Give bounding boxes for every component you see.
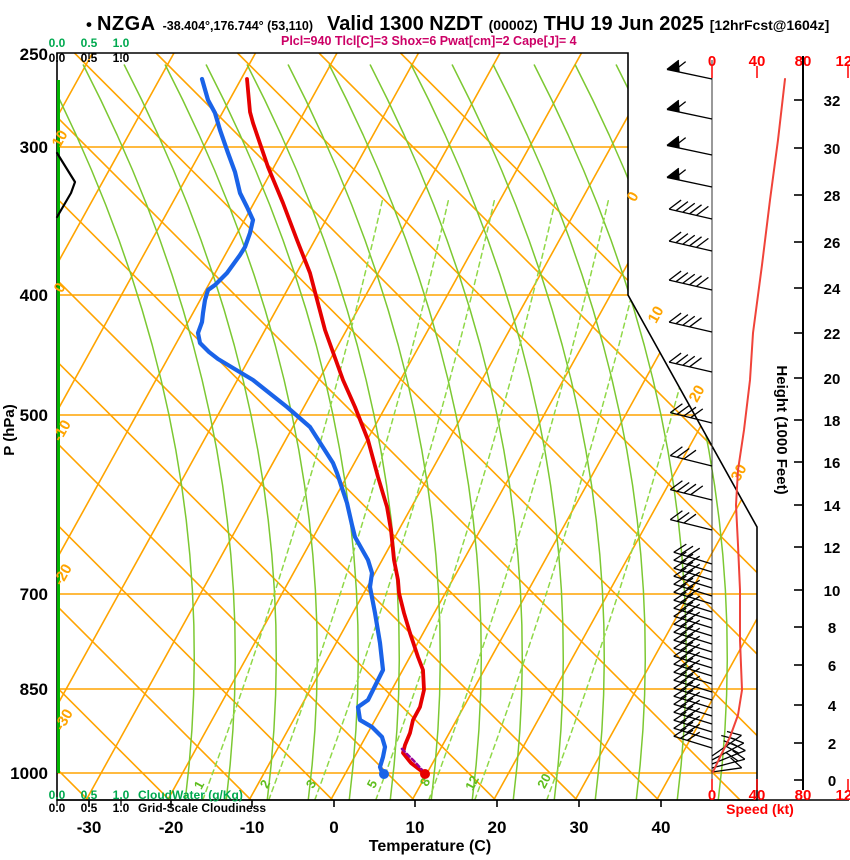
speed-axis: 0040408080120120Speed (kt) [708, 53, 850, 817]
svg-text:0.0: 0.0 [49, 36, 66, 50]
forecast-run-info: [12hrFcst@1604z] [709, 17, 830, 33]
svg-text:-20: -20 [159, 818, 184, 837]
svg-text:20: 20 [534, 771, 554, 791]
svg-text:10: 10 [824, 583, 841, 600]
svg-text:4: 4 [828, 698, 837, 715]
svg-text:26: 26 [824, 235, 841, 252]
svg-text:1.0: 1.0 [113, 801, 130, 815]
svg-text:-20: -20 [50, 561, 75, 588]
svg-text:20: 20 [686, 382, 709, 405]
svg-text:0: 0 [708, 787, 716, 804]
svg-text:32: 32 [824, 93, 841, 110]
svg-text:Height (1000 Feet): Height (1000 Feet) [773, 365, 790, 494]
svg-text:-30: -30 [77, 818, 102, 837]
svg-text:250: 250 [20, 45, 48, 64]
svg-text:20: 20 [488, 818, 507, 837]
svg-text:8: 8 [828, 620, 836, 637]
svg-text:700: 700 [20, 585, 48, 604]
svg-text:CloudWater (g/Kg): CloudWater (g/Kg) [138, 788, 243, 802]
svg-text:0.5: 0.5 [81, 788, 98, 802]
valid-date: THU 19 Jun 2025 [543, 13, 704, 35]
svg-text:22: 22 [824, 326, 841, 343]
svg-text:500: 500 [20, 406, 48, 425]
svg-text:24: 24 [824, 281, 841, 298]
svg-text:120: 120 [835, 53, 850, 70]
svg-text:40: 40 [652, 818, 671, 837]
svg-text:16: 16 [824, 455, 841, 472]
svg-text:0.5: 0.5 [81, 51, 98, 65]
svg-text:30: 30 [824, 141, 841, 158]
svg-text:0.0: 0.0 [49, 788, 66, 802]
svg-text:18: 18 [824, 413, 841, 430]
svg-text:14: 14 [824, 498, 841, 515]
wind-barb-panel [666, 59, 786, 788]
svg-text:28: 28 [824, 188, 841, 205]
pressure-axis: 250 300 400 500 700 850 1000 P (hPa) [1, 45, 48, 783]
svg-text:Temperature (C): Temperature (C) [369, 838, 491, 855]
svg-text:0: 0 [624, 189, 643, 205]
title-bar: • NZGA -38.404°,176.744° (53,110) Valid … [86, 13, 846, 36]
station-id: NZGA [96, 13, 156, 35]
svg-text:1000: 1000 [10, 764, 48, 783]
svg-text:0: 0 [708, 53, 716, 70]
temperature-axis: -30 -20 -10 0 10 20 30 40 Temperature (C) [77, 800, 671, 855]
svg-text:10: 10 [645, 303, 668, 326]
svg-text:1.0: 1.0 [113, 788, 130, 802]
svg-text:80: 80 [795, 787, 812, 804]
svg-text:10: 10 [406, 818, 425, 837]
svg-text:40: 40 [749, 53, 766, 70]
svg-text:6: 6 [828, 658, 836, 675]
svg-text:20: 20 [824, 371, 841, 388]
svg-text:-10: -10 [49, 417, 74, 444]
svg-text:0: 0 [329, 818, 338, 837]
svg-text:12: 12 [462, 773, 482, 793]
plot-frame [56, 52, 849, 801]
svg-text:12: 12 [824, 540, 841, 557]
svg-text:300: 300 [20, 138, 48, 157]
svg-text:400: 400 [20, 286, 48, 305]
svg-text:2: 2 [257, 777, 274, 790]
svg-text:10: 10 [49, 127, 72, 150]
svg-text:1.0: 1.0 [113, 36, 130, 50]
svg-text:30: 30 [728, 461, 751, 484]
cloud-scale-rows: 0.00.00.00.00.50.50.50.51.01.01.01.0Clou… [49, 36, 267, 815]
svg-text:0.5: 0.5 [81, 801, 98, 815]
svg-text:40: 40 [749, 787, 766, 804]
surface-dewpoint-dot [379, 769, 389, 779]
svg-text:0: 0 [828, 773, 836, 790]
svg-text:1.0: 1.0 [113, 51, 130, 65]
svg-text:850: 850 [20, 680, 48, 699]
svg-text:Grid-Scale Cloudiness: Grid-Scale Cloudiness [138, 801, 266, 815]
station-bullet: • [86, 15, 92, 34]
svg-text:5: 5 [364, 777, 381, 790]
valid-time: Valid 1300 NZDT [327, 13, 483, 35]
svg-text:-30: -30 [51, 706, 76, 733]
svg-text:120: 120 [835, 787, 850, 804]
svg-text:0.0: 0.0 [49, 801, 66, 815]
svg-text:0.5: 0.5 [81, 36, 98, 50]
svg-text:30: 30 [570, 818, 589, 837]
surface-temperature-dot [420, 769, 430, 779]
sounding-parameters: Plcl=940 Tlcl[C]=3 Shox=6 Pwat[cm]=2 Cap… [281, 34, 577, 48]
cloud-traces [55, 80, 77, 773]
svg-text:Speed (kt): Speed (kt) [726, 801, 794, 817]
svg-text:0.0: 0.0 [49, 51, 66, 65]
svg-text:2: 2 [828, 736, 836, 753]
sounding-profiles [195, 76, 430, 779]
svg-text:-10: -10 [240, 818, 265, 837]
zulu-time: (0000Z) [488, 17, 538, 33]
svg-text:P (hPa): P (hPa) [1, 404, 18, 455]
station-coordinates: -38.404°,176.744° (53,110) [162, 19, 314, 33]
